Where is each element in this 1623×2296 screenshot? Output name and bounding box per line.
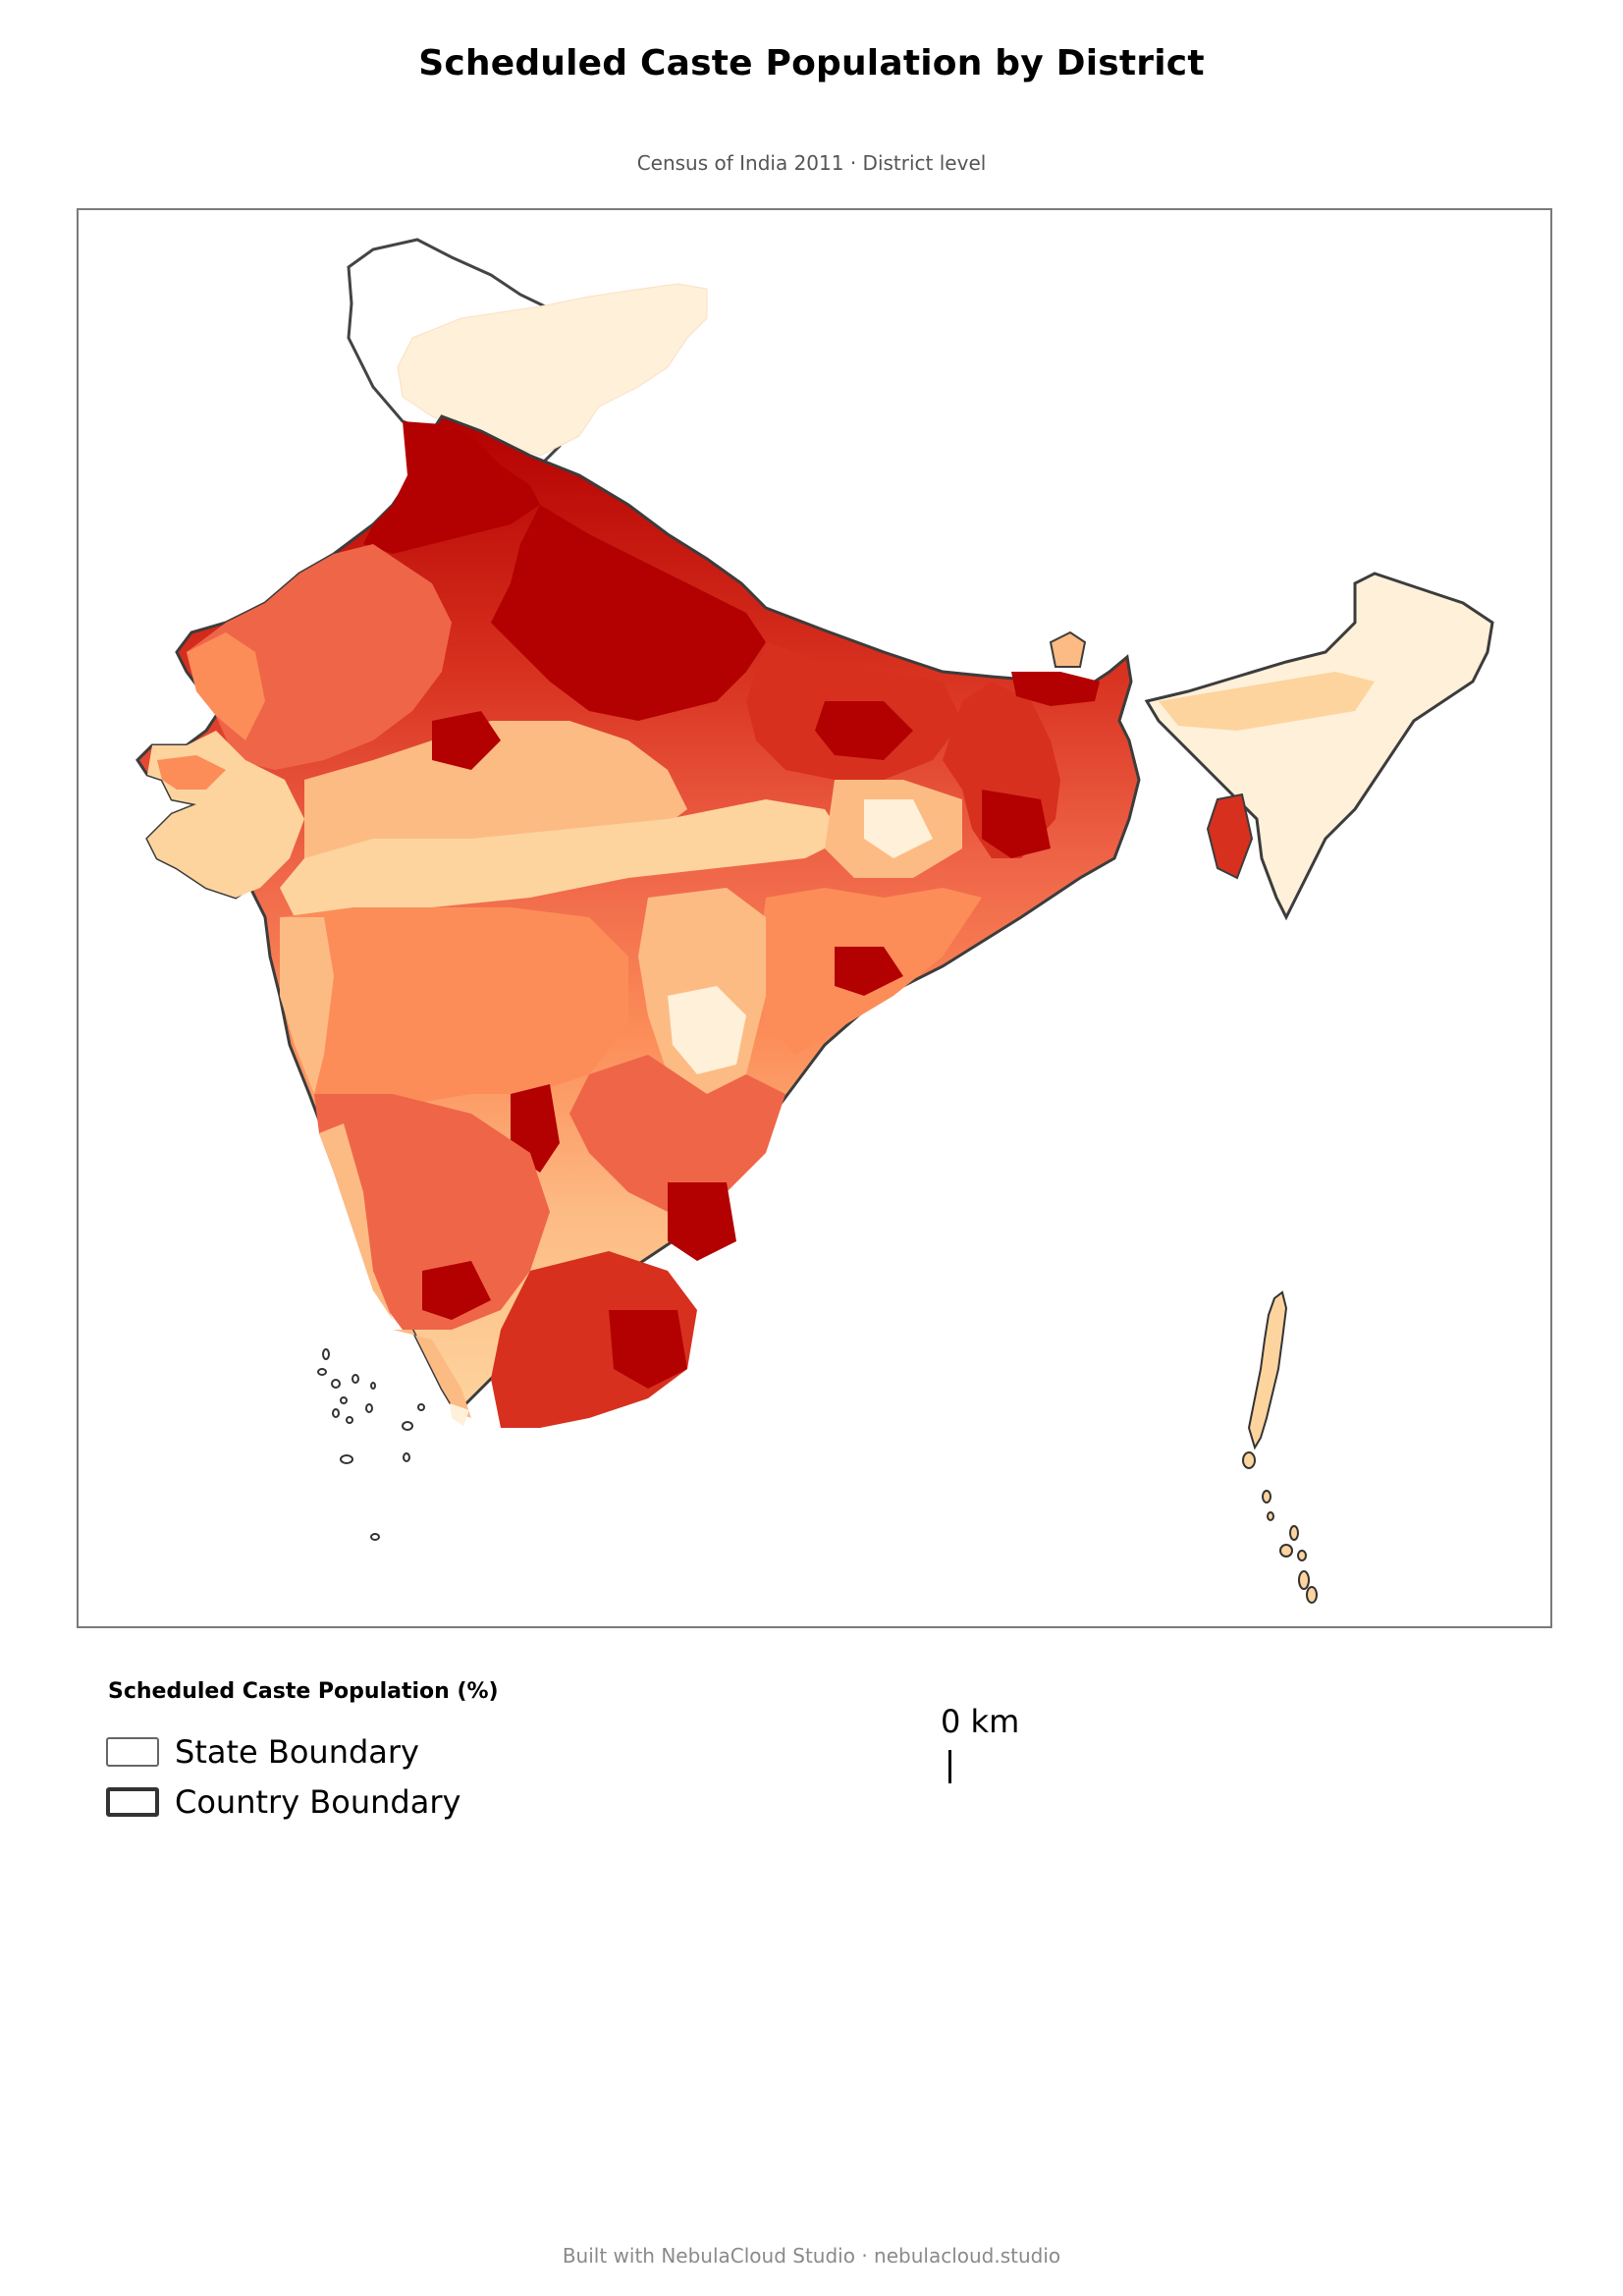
map-title: Scheduled Caste Population by District	[418, 43, 1205, 83]
tamil-nadu-dark-patch[interactable]	[609, 1310, 687, 1389]
sikkim-region[interactable]	[1049, 630, 1087, 668]
scale-bar-label: 0 km	[941, 1703, 1020, 1740]
assam-band[interactable]	[1159, 672, 1375, 731]
kerala-region[interactable]	[393, 1330, 471, 1418]
andhra-dark-patch[interactable]	[668, 1182, 736, 1261]
legend-label-state-boundary: State Boundary	[175, 1733, 419, 1771]
karnataka-west-light[interactable]	[319, 1123, 393, 1320]
northeast-region[interactable]	[1144, 572, 1494, 921]
tripura-region[interactable]	[1206, 793, 1254, 880]
map-frame[interactable]	[77, 208, 1552, 1628]
footer-credit: Built with NebulaCloud Studio · nebulacl…	[562, 2244, 1061, 2268]
karnataka-dark-patch[interactable]	[422, 1261, 491, 1320]
legend-label-country-boundary: Country Boundary	[175, 1783, 461, 1821]
country-boundary-swatch	[106, 1787, 159, 1817]
up-dark-band[interactable]	[491, 505, 766, 721]
kutch-region[interactable]	[157, 755, 226, 790]
central-light-band[interactable]	[280, 799, 844, 917]
odisha-dark-patch[interactable]	[835, 947, 903, 996]
india-choropleth-map[interactable]	[79, 210, 1550, 1626]
lakshadweep-islands	[317, 1348, 425, 1541]
legend-item-country-boundary: Country Boundary	[106, 1783, 461, 1821]
scale-bar-tick	[948, 1750, 951, 1783]
legend-item-state-boundary: State Boundary	[106, 1733, 419, 1771]
telangana-region[interactable]	[569, 1055, 785, 1212]
south-tip-light[interactable]	[450, 1403, 469, 1426]
wb-dark-patch[interactable]	[982, 790, 1051, 858]
wb-north-dark[interactable]	[1011, 672, 1100, 706]
maharashtra-region[interactable]	[280, 907, 628, 1114]
rajasthan-west[interactable]	[187, 632, 265, 740]
jharkhand-light[interactable]	[864, 799, 933, 858]
state-boundary-swatch	[106, 1737, 159, 1767]
bihar-dark-patch[interactable]	[815, 701, 913, 760]
andaman-nicobar-islands	[1242, 1290, 1318, 1604]
legend-title: Scheduled Caste Population (%)	[108, 1679, 499, 1704]
chhattisgarh-light[interactable]	[668, 986, 746, 1074]
maharashtra-west-light[interactable]	[280, 917, 334, 1094]
north-dark-block[interactable]	[363, 421, 540, 554]
map-subtitle: Census of India 2011 · District level	[636, 151, 987, 175]
mp-dark-patch[interactable]	[432, 711, 501, 770]
